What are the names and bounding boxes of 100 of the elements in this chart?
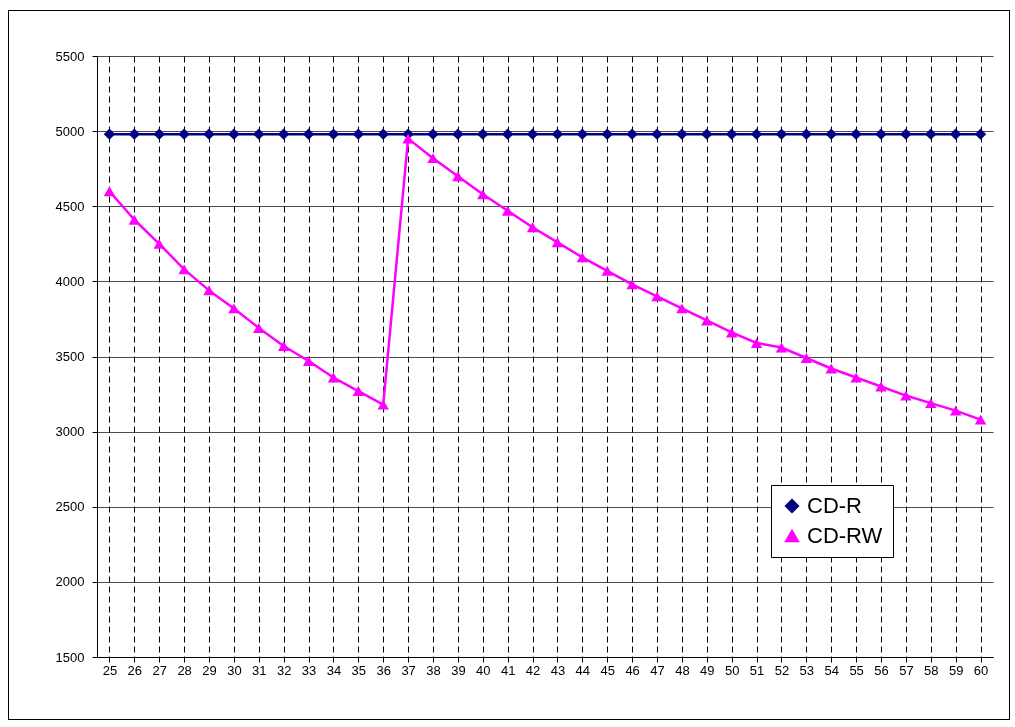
point [153,238,165,249]
x-tick-label: 35 [351,662,367,678]
x-tick-label: 42 [525,662,541,678]
point [253,128,265,140]
point [676,303,688,314]
point [501,205,514,216]
legend-label: CD-R [807,493,862,518]
x-tick-label: 60 [973,662,989,678]
point [203,128,215,140]
x-tick-label: 58 [924,662,939,678]
point [701,315,713,326]
x-tick-label: 48 [675,662,690,678]
y-tick-label: 5000 [55,123,85,139]
point [377,399,389,410]
point [352,386,365,396]
point [327,372,340,383]
point [875,128,887,140]
x-tick-label: 45 [600,662,615,678]
point [825,128,837,140]
point [427,153,439,164]
x-tick-label: 31 [252,662,267,678]
point [452,171,464,182]
point [875,381,887,392]
x-tick-label: 41 [500,662,516,678]
point [775,342,788,353]
point [153,128,165,140]
point [850,372,862,383]
point [949,405,962,416]
y-tick-label: 2500 [55,499,85,515]
point [526,128,539,140]
x-tick-label: 27 [152,662,167,678]
x-tick-label: 36 [376,662,391,678]
x-tick-label: 55 [849,662,864,678]
point [925,398,937,409]
x-tick-label: 56 [874,662,889,678]
point [626,279,638,290]
point [974,128,987,140]
point [974,414,987,425]
point [128,214,141,225]
y-tick-label: 3500 [55,349,85,364]
point [850,128,862,140]
point [651,128,663,140]
point [178,128,190,140]
x-tick-label: 49 [700,662,715,678]
point [601,128,613,140]
point [551,237,564,248]
y-tick-label: 3000 [55,424,85,440]
point [701,128,713,140]
x-tick-label: 52 [774,662,790,678]
point [103,186,116,197]
point [651,291,663,302]
point [750,338,763,348]
point [302,128,315,140]
point [900,390,912,401]
x-tick-label: 43 [550,662,566,678]
x-tick-label: 28 [177,662,192,678]
x-tick-label: 57 [899,662,914,678]
point [576,252,589,263]
x-tick-label: 29 [202,662,217,678]
point [800,353,813,363]
point [925,128,937,140]
point [103,128,116,140]
point [551,128,564,140]
point [377,128,389,140]
point [327,128,340,140]
point [775,128,788,140]
x-tick-label: 33 [301,662,317,678]
point [452,128,464,140]
x-tick-label: 51 [749,662,765,678]
x-tick-label: 54 [824,662,839,678]
x-tick-label: 30 [227,662,242,678]
y-tick-label: 5500 [55,48,85,64]
point [725,327,738,338]
x-tick-label: 46 [625,662,640,678]
y-tick-label: 4500 [55,198,85,214]
point [253,323,265,333]
point [526,222,539,233]
point [178,264,190,275]
x-tick-label: 26 [127,662,143,678]
point [302,356,315,366]
x-tick-label: 32 [276,662,292,678]
point [900,128,912,140]
point [228,128,240,140]
x-tick-label: 34 [326,662,342,678]
point [626,128,638,140]
point [203,285,215,296]
x-tick-label: 39 [451,662,466,678]
x-tick-label: 40 [476,662,491,678]
y-tick-label: 2000 [55,574,85,590]
x-tick-label: 37 [401,662,416,678]
x-tick-label: 59 [948,662,964,678]
point [750,128,763,140]
point [477,128,489,140]
point [601,265,613,276]
point [402,133,414,144]
legend-label: CD-RW [807,523,883,548]
point [676,128,688,140]
x-tick-label: 38 [426,662,441,678]
x-tick-label: 25 [102,662,118,678]
point [427,128,439,140]
